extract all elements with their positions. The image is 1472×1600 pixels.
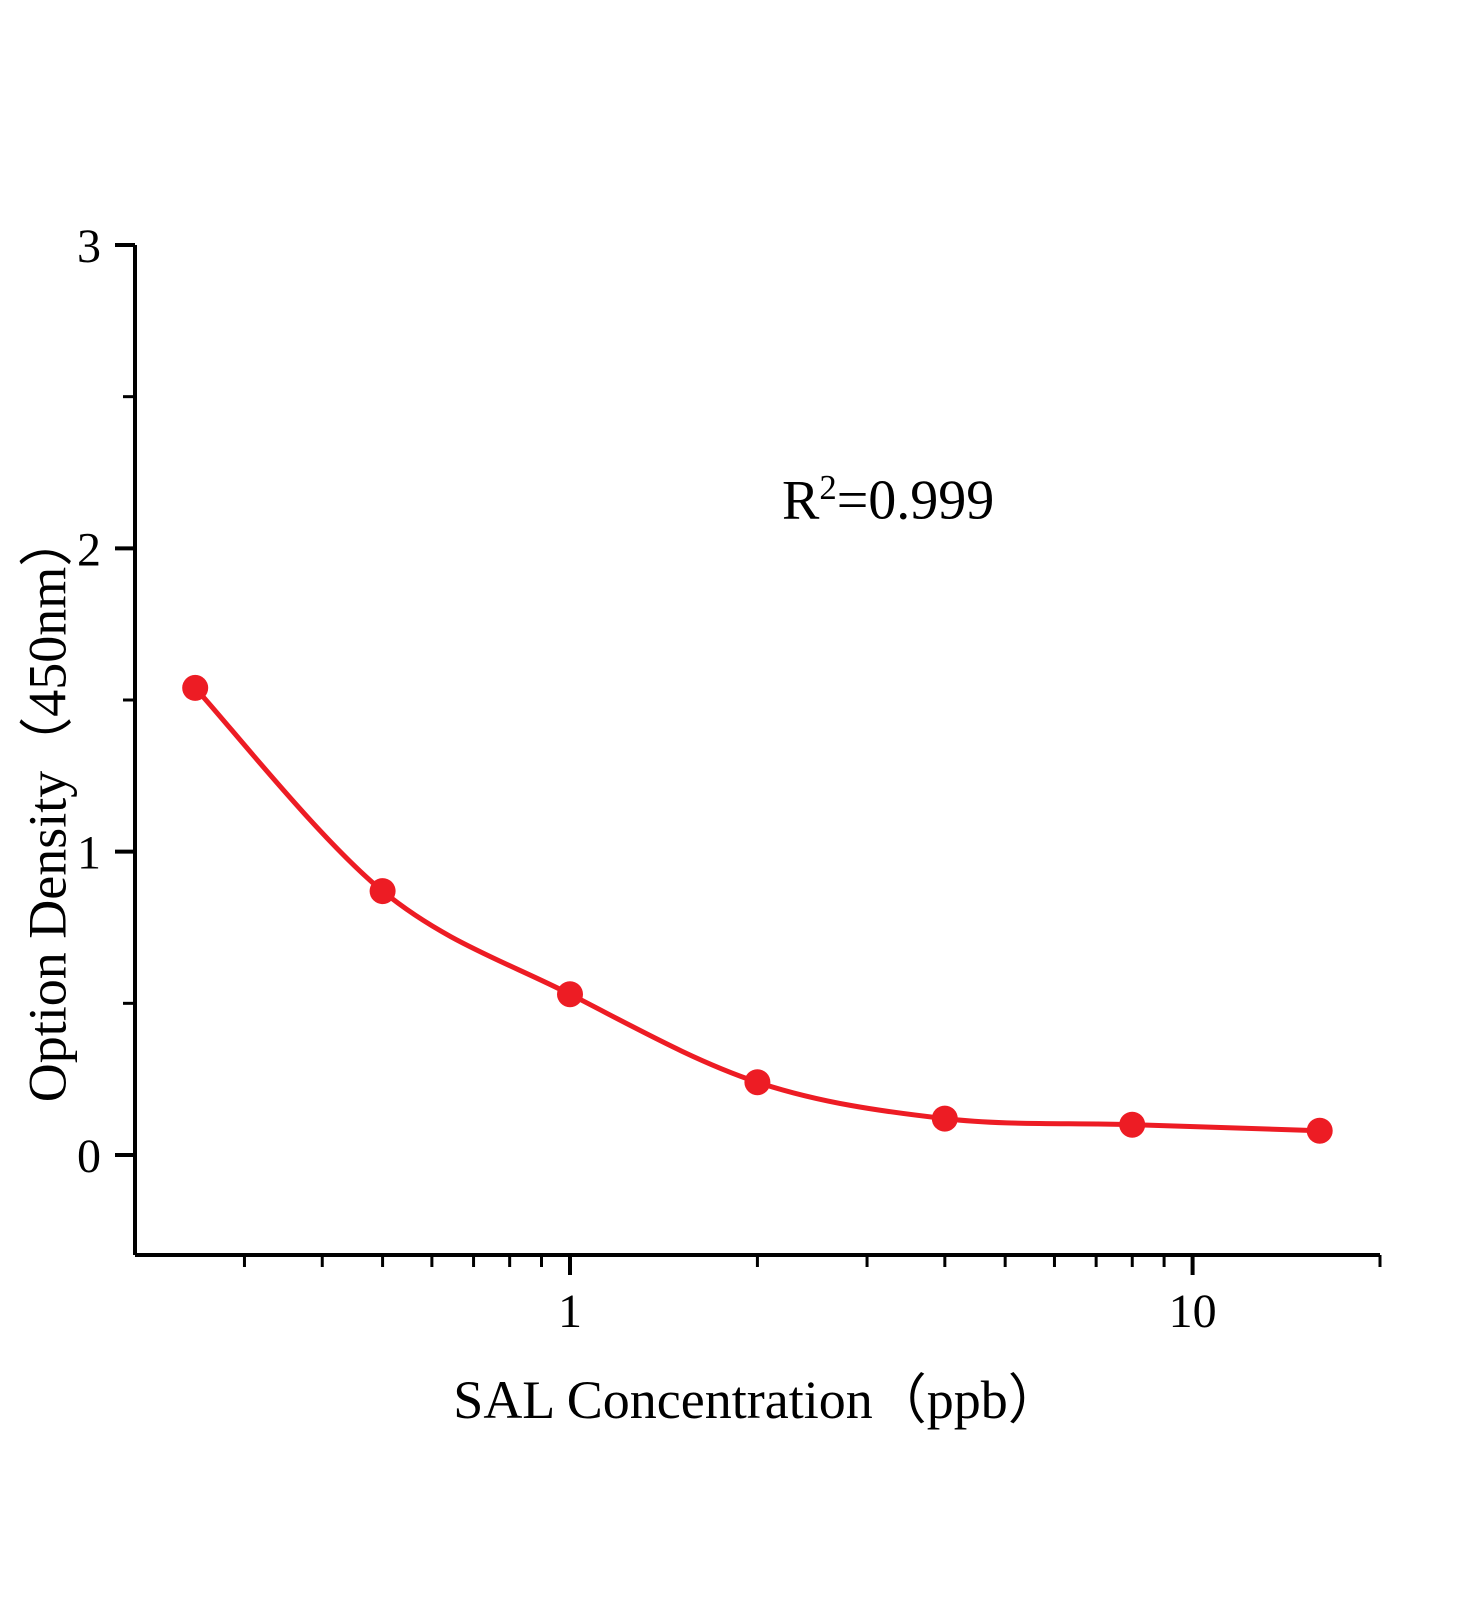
y-tick-label: 1 <box>77 827 101 880</box>
y-tick-label: 3 <box>77 220 101 273</box>
x-axis-title: SAL Concentration（ppb） <box>453 1370 1062 1430</box>
data-point <box>182 674 209 701</box>
data-point <box>744 1069 771 1096</box>
fit-curve <box>192 685 1323 1134</box>
y-axis-title: Option Density（450nm） <box>17 512 78 1103</box>
y-tick-label: 2 <box>77 523 101 576</box>
data-point <box>557 981 583 1008</box>
data-point <box>931 1105 958 1132</box>
y-tick-label: 0 <box>77 1130 101 1183</box>
x-tick-label: 1 <box>558 1285 582 1338</box>
r-squared-annotation: R2=0.999 <box>782 468 994 533</box>
data-point <box>1119 1111 1146 1138</box>
r-squared-value: =0.999 <box>836 469 995 532</box>
r-squared-base: R <box>782 469 820 532</box>
data-point <box>1306 1117 1333 1144</box>
x-tick-label: 10 <box>1169 1285 1217 1338</box>
r-squared-exponent: 2 <box>819 468 837 507</box>
data-point <box>369 878 396 905</box>
